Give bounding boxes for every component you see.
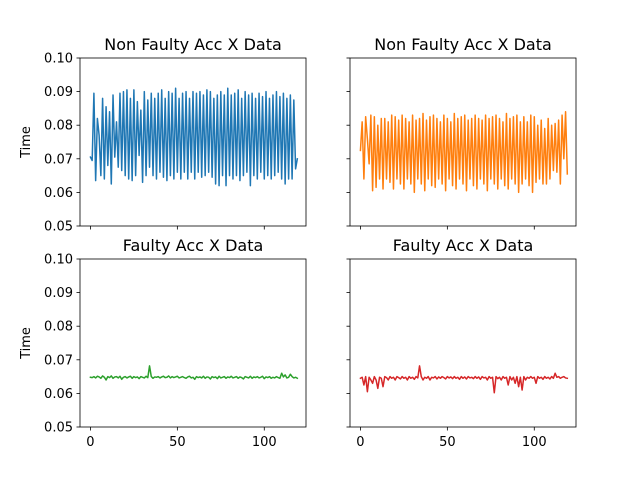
y-tick-label: 0.07 (44, 353, 73, 368)
subplot-title: Non Faulty Acc X Data (104, 35, 282, 54)
series-line-1-1 (89, 87, 299, 187)
x-tick-label: 0 (356, 435, 364, 450)
y-axis-label: Time (19, 126, 34, 159)
y-tick-label: 0.05 (44, 421, 73, 436)
y-tick-label: 0.10 (44, 52, 73, 67)
y-tick-label: 0.07 (44, 152, 73, 167)
y-tick-label: 0.09 (44, 286, 73, 301)
x-tick-label: 0 (86, 435, 94, 450)
y-tick-label: 0.08 (44, 320, 73, 335)
y-tick-label: 0.10 (44, 253, 73, 268)
series-line-2-1 (359, 111, 569, 194)
y-tick-label: 0.08 (44, 119, 73, 134)
axes-frame (349, 258, 577, 428)
subplot-2: Non Faulty Acc X Data (346, 35, 577, 230)
series-line-4-1 (359, 365, 569, 394)
axes-frame (349, 57, 577, 227)
subplot-4: 0 50 100 Faulty Acc X Data (346, 236, 577, 450)
x-tick-label: 100 (522, 435, 547, 450)
subplot-3: 0.05 0.06 0.07 0.08 0.09 0.10 0 50 100 Faulty Acc… (19, 236, 307, 450)
series-line-3-1 (89, 365, 299, 381)
subplot-1: 0.05 0.06 0.07 0.08 0.09 0.10 Non Faulty Acc X… (19, 35, 307, 235)
y-tick-label: 0.06 (44, 186, 73, 201)
axes-frame (79, 258, 307, 428)
axes-frame (79, 57, 307, 227)
y-tick-label: 0.06 (44, 387, 73, 402)
y-axis-label: Time (19, 327, 34, 360)
subplot-title: Faulty Acc X Data (123, 236, 264, 255)
y-tick-label: 0.05 (44, 220, 73, 235)
y-tick-label: 0.09 (44, 85, 73, 100)
subplot-title: Faulty Acc X Data (393, 236, 534, 255)
x-tick-label: 100 (252, 435, 277, 450)
subplot-title: Non Faulty Acc X Data (374, 35, 552, 54)
x-tick-label: 50 (169, 435, 186, 450)
x-tick-label: 50 (439, 435, 456, 450)
